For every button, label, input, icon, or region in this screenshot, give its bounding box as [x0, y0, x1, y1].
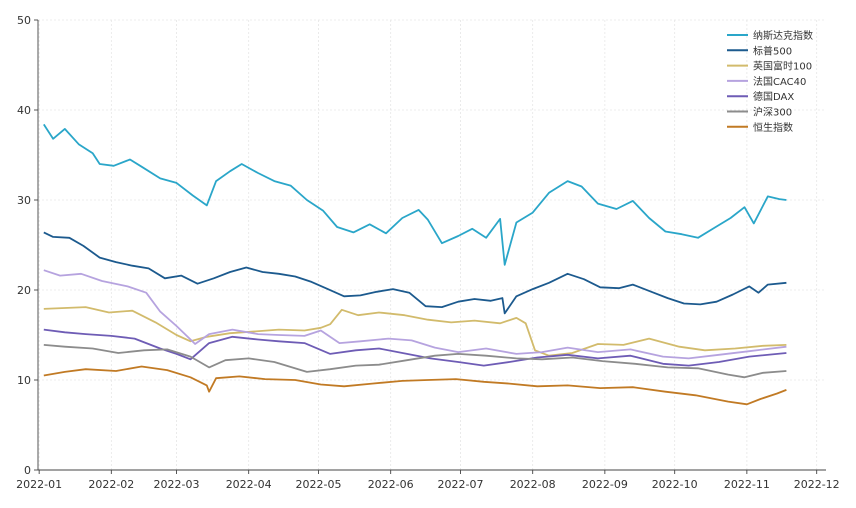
- x-tick-label: 2022-06: [368, 478, 414, 491]
- series-line-3: [43, 269, 787, 360]
- legend-label: 沪深300: [753, 106, 792, 119]
- y-tick-label: 50: [17, 14, 31, 27]
- y-tick-label: 0: [24, 464, 31, 477]
- x-tick-label: 2022-11: [724, 478, 770, 491]
- series-line-4: [43, 328, 787, 367]
- series-line-5: [43, 344, 787, 379]
- x-tick-label: 2022-07: [438, 478, 484, 491]
- x-tick-label: 2022-03: [154, 478, 200, 491]
- legend-label: 恒生指数: [753, 121, 793, 134]
- series-lines: [43, 123, 787, 406]
- x-tick-label: 2022-04: [226, 478, 272, 491]
- y-tick-label: 10: [17, 374, 31, 387]
- series-line-6: [43, 365, 787, 406]
- legend-label: 标普500: [753, 44, 792, 57]
- x-tick-label: 2022-05: [296, 478, 342, 491]
- y-tick-label: 40: [17, 104, 31, 117]
- x-tick-label: 2022-10: [652, 478, 698, 491]
- y-tick-label: 20: [17, 284, 31, 297]
- series-line-2: [43, 306, 787, 357]
- series-line-0: [43, 123, 787, 266]
- axes: 0 10 20 30 40 50 2022-01 2022-02 2022-03 2022-04 2…: [16, 14, 839, 491]
- x-tick-label: 2022-09: [582, 478, 628, 491]
- y-tick-label: 30: [17, 194, 31, 207]
- legend-label: 德国DAX: [753, 90, 794, 103]
- x-tick-label: 2022-12: [794, 478, 840, 491]
- series-line-1: [43, 231, 787, 315]
- legend-label: 纳斯达克指数: [753, 29, 813, 42]
- x-tick-label: 2022-01: [16, 478, 62, 491]
- grid: [38, 19, 826, 471]
- legend-label: 英国富时100: [753, 60, 812, 73]
- x-tick-label: 2022-02: [88, 478, 134, 491]
- x-tick-label: 2022-08: [510, 478, 556, 491]
- legend-label: 法国CAC40: [753, 75, 806, 88]
